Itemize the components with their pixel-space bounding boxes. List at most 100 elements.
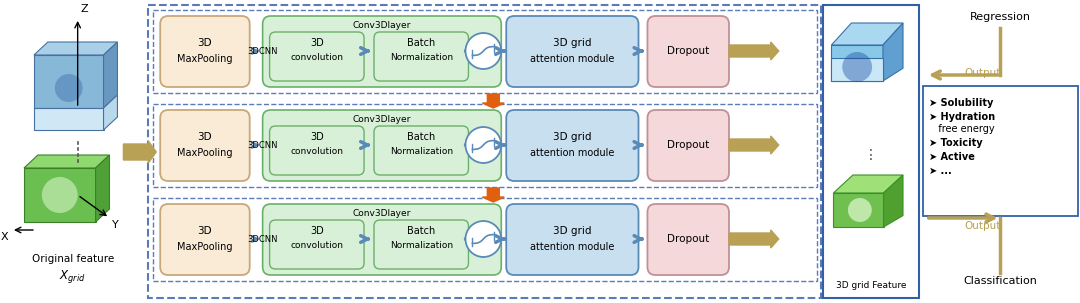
Text: ➤ ...: ➤ ... <box>929 166 951 176</box>
Polygon shape <box>104 42 118 108</box>
FancyArrow shape <box>483 188 504 202</box>
Text: Dropout: Dropout <box>667 140 710 150</box>
Text: $X_{grid}$: $X_{grid}$ <box>59 268 86 285</box>
Circle shape <box>848 198 872 222</box>
Text: Normalization: Normalization <box>390 148 453 157</box>
Bar <box>153 198 818 281</box>
FancyBboxPatch shape <box>507 110 638 181</box>
Polygon shape <box>883 175 903 227</box>
Bar <box>153 10 818 93</box>
Text: Batch: Batch <box>407 132 435 142</box>
Text: 3D grid: 3D grid <box>553 38 592 48</box>
Text: free energy: free energy <box>929 124 995 134</box>
FancyBboxPatch shape <box>374 32 469 81</box>
Text: Batch: Batch <box>407 38 435 48</box>
Bar <box>148 5 822 298</box>
Text: Batch: Batch <box>407 226 435 236</box>
Text: Classification: Classification <box>963 276 1038 286</box>
Text: attention module: attention module <box>530 242 615 252</box>
Text: ⋮: ⋮ <box>864 148 878 162</box>
Text: 3D grid: 3D grid <box>553 226 592 236</box>
FancyArrow shape <box>729 230 779 248</box>
FancyBboxPatch shape <box>262 204 501 275</box>
Text: 3DCNN: 3DCNN <box>247 46 278 55</box>
Circle shape <box>465 33 501 69</box>
Polygon shape <box>24 168 95 222</box>
Circle shape <box>465 127 501 163</box>
Text: Normalization: Normalization <box>390 54 453 62</box>
Text: Regression: Regression <box>970 12 1031 22</box>
FancyBboxPatch shape <box>262 110 501 181</box>
Text: 3DCNN: 3DCNN <box>247 235 278 244</box>
Text: convolution: convolution <box>291 148 343 157</box>
Polygon shape <box>834 193 883 227</box>
Text: Y: Y <box>112 220 119 230</box>
Polygon shape <box>832 45 883 81</box>
Text: attention module: attention module <box>530 148 615 158</box>
Text: ➤ Solubility: ➤ Solubility <box>929 98 994 108</box>
Text: 3D: 3D <box>198 38 213 48</box>
Text: ➤ Active: ➤ Active <box>929 152 975 162</box>
Text: 3D: 3D <box>198 132 213 142</box>
Text: 3DCNN: 3DCNN <box>247 141 278 149</box>
Circle shape <box>55 74 83 102</box>
Text: attention module: attention module <box>530 54 615 64</box>
FancyBboxPatch shape <box>374 126 469 175</box>
Polygon shape <box>95 155 109 222</box>
FancyArrow shape <box>483 94 504 108</box>
Polygon shape <box>33 42 118 55</box>
FancyBboxPatch shape <box>270 126 364 175</box>
Text: ➤ Toxicity: ➤ Toxicity <box>929 138 983 148</box>
Text: 3D: 3D <box>310 38 324 48</box>
Text: X: X <box>0 232 8 242</box>
Polygon shape <box>883 23 903 81</box>
Text: 3D grid Feature: 3D grid Feature <box>836 281 906 290</box>
Text: Dropout: Dropout <box>667 234 710 244</box>
Text: 3D grid: 3D grid <box>553 132 592 142</box>
Text: MaxPooling: MaxPooling <box>177 54 232 64</box>
FancyBboxPatch shape <box>160 204 249 275</box>
Text: 3D: 3D <box>198 226 213 236</box>
FancyBboxPatch shape <box>374 220 469 269</box>
Text: convolution: convolution <box>291 54 343 62</box>
Text: MaxPooling: MaxPooling <box>177 148 232 158</box>
Text: Conv3Dlayer: Conv3Dlayer <box>353 208 411 218</box>
Bar <box>923 86 1078 216</box>
Text: Conv3Dlayer: Conv3Dlayer <box>353 115 411 124</box>
Polygon shape <box>832 23 903 45</box>
FancyBboxPatch shape <box>160 110 249 181</box>
FancyBboxPatch shape <box>507 204 638 275</box>
Polygon shape <box>24 155 109 168</box>
Text: Z: Z <box>81 4 89 14</box>
FancyBboxPatch shape <box>270 220 364 269</box>
FancyArrow shape <box>123 141 157 163</box>
Text: Conv3Dlayer: Conv3Dlayer <box>353 21 411 29</box>
FancyArrow shape <box>729 136 779 154</box>
Text: Normalization: Normalization <box>390 241 453 251</box>
Polygon shape <box>832 58 883 81</box>
FancyBboxPatch shape <box>262 16 501 87</box>
FancyBboxPatch shape <box>647 16 729 87</box>
Circle shape <box>42 177 78 213</box>
FancyBboxPatch shape <box>647 204 729 275</box>
Text: convolution: convolution <box>291 241 343 251</box>
Circle shape <box>465 221 501 257</box>
FancyBboxPatch shape <box>270 32 364 81</box>
Text: Dropout: Dropout <box>667 46 710 56</box>
Text: Original feature: Original feature <box>31 254 113 264</box>
Polygon shape <box>33 55 104 108</box>
Text: Output: Output <box>964 68 1001 78</box>
Polygon shape <box>33 108 104 130</box>
Polygon shape <box>834 175 903 193</box>
Circle shape <box>842 52 872 82</box>
Text: 3D: 3D <box>310 226 324 236</box>
FancyBboxPatch shape <box>647 110 729 181</box>
Text: MaxPooling: MaxPooling <box>177 242 232 252</box>
FancyArrow shape <box>729 42 779 60</box>
Bar <box>823 5 919 298</box>
Text: 3D: 3D <box>310 132 324 142</box>
Text: ➤ Hydration: ➤ Hydration <box>929 112 995 122</box>
Bar <box>153 104 818 187</box>
Polygon shape <box>104 95 118 130</box>
FancyBboxPatch shape <box>507 16 638 87</box>
